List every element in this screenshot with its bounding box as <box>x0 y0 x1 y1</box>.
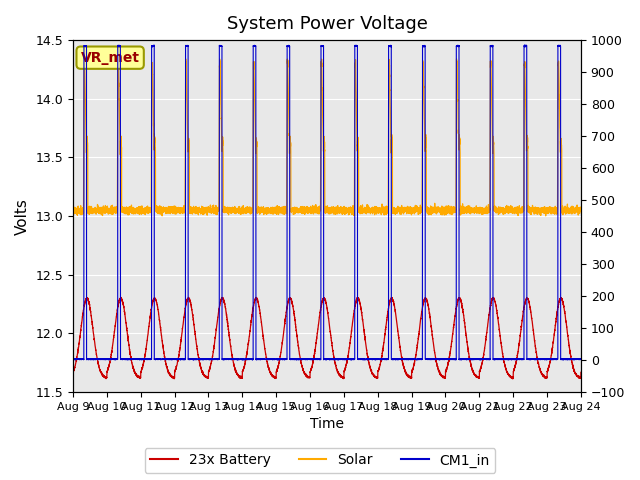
X-axis label: Time: Time <box>310 418 344 432</box>
Y-axis label: Volts: Volts <box>15 198 30 235</box>
Title: System Power Voltage: System Power Voltage <box>227 15 428 33</box>
Legend: 23x Battery, Solar, CM1_in: 23x Battery, Solar, CM1_in <box>145 448 495 473</box>
Text: VR_met: VR_met <box>81 51 140 65</box>
